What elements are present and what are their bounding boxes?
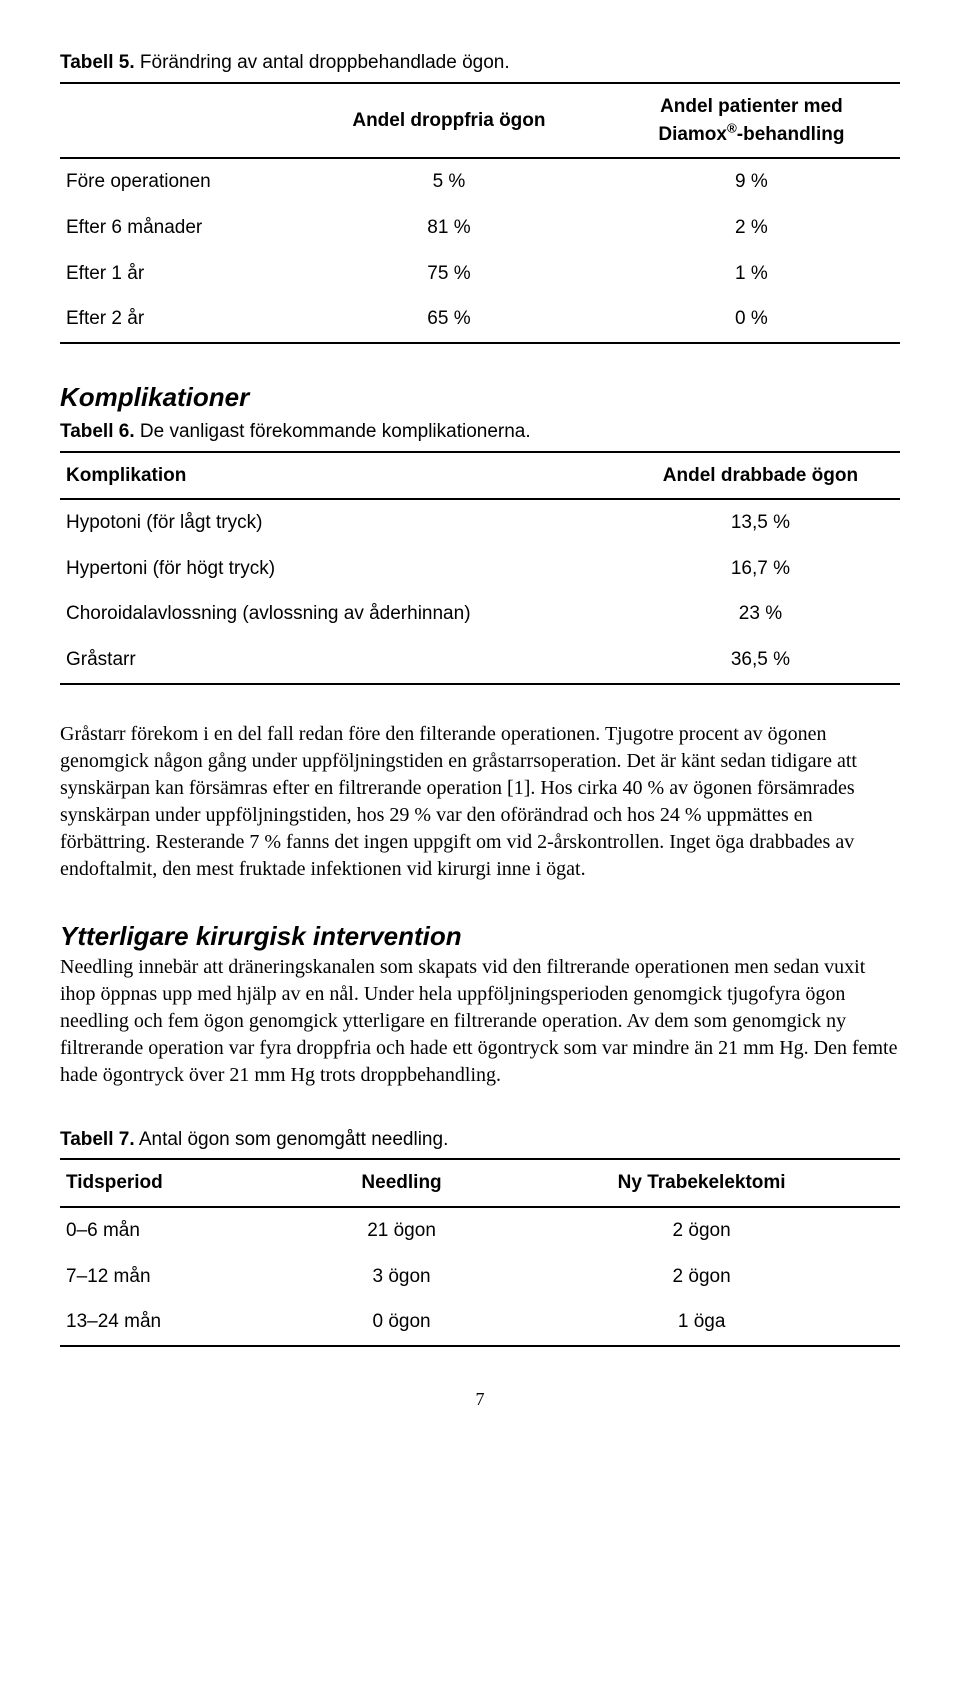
cell: Hypotoni (för lågt tryck) (60, 499, 621, 546)
cell: Efter 6 månader (60, 205, 295, 251)
table-row: 7–12 mån 3 ögon 2 ögon (60, 1254, 900, 1300)
paragraph-grastarr: Gråstarr förekom i en del fall redan för… (60, 721, 900, 883)
table-row: Före operationen 5 % 9 % (60, 158, 900, 205)
table7-caption-rest: Antal ögon som genomgått needling. (135, 1129, 449, 1150)
cell: 3 ögon (300, 1254, 503, 1300)
table7: Tidsperiod Needling Ny Trabekelektomi 0–… (60, 1158, 900, 1347)
table6-caption-rest: De vanligast förekommande komplikationer… (135, 421, 531, 442)
cell: 13,5 % (621, 499, 900, 546)
page-number: 7 (60, 1387, 900, 1411)
table-row: Efter 2 år 65 % 0 % (60, 296, 900, 343)
table6: Komplikation Andel drabbade ögon Hypoton… (60, 451, 900, 685)
table7-caption: Tabell 7. Antal ögon som genomgått needl… (60, 1127, 900, 1153)
cell: 13–24 mån (60, 1299, 300, 1346)
cell: 21 ögon (300, 1207, 503, 1254)
table5-caption: Tabell 5. Förändring av antal droppbehan… (60, 50, 900, 76)
cell: 0 % (603, 296, 900, 343)
table-row: 13–24 mån 0 ögon 1 öga (60, 1299, 900, 1346)
cell: 23 % (621, 591, 900, 637)
table7-h1: Needling (361, 1172, 441, 1193)
cell: 81 % (295, 205, 603, 251)
table7-h2: Ny Trabekelektomi (618, 1172, 786, 1193)
paragraph-needling: Needling innebär att dräneringskanalen s… (60, 954, 900, 1089)
table-row: Choroidalavlossning (avlossning av åderh… (60, 591, 900, 637)
cell: Choroidalavlossning (avlossning av åderh… (60, 591, 621, 637)
cell: Gråstarr (60, 637, 621, 684)
table5-h2b: Diamox®-behandling (658, 124, 844, 145)
table7-caption-bold: Tabell 7. (60, 1129, 135, 1150)
cell: 75 % (295, 251, 603, 297)
cell: 0 ögon (300, 1299, 503, 1346)
table5-h2a: Andel patienter med (660, 96, 843, 117)
table-row: 0–6 mån 21 ögon 2 ögon (60, 1207, 900, 1254)
cell: 1 öga (503, 1299, 900, 1346)
cell: Hypertoni (för högt tryck) (60, 546, 621, 592)
cell: 65 % (295, 296, 603, 343)
table-row: Hypertoni (för högt tryck) 16,7 % (60, 546, 900, 592)
table5-h1: Andel droppfria ögon (352, 110, 545, 131)
table5-caption-rest: Förändring av antal droppbehandlade ögon… (135, 52, 510, 73)
cell: 2 ögon (503, 1207, 900, 1254)
table-row: Gråstarr 36,5 % (60, 637, 900, 684)
table6-h1: Andel drabbade ögon (663, 465, 858, 486)
table6-caption: Tabell 6. De vanligast förekommande komp… (60, 419, 900, 445)
table-row: Efter 1 år 75 % 1 % (60, 251, 900, 297)
section-komplikationer-heading: Komplikationer (60, 380, 900, 415)
cell: 9 % (603, 158, 900, 205)
cell: Före operationen (60, 158, 295, 205)
table5-caption-bold: Tabell 5. (60, 52, 135, 73)
cell: 36,5 % (621, 637, 900, 684)
cell: Efter 2 år (60, 296, 295, 343)
table6-caption-bold: Tabell 6. (60, 421, 135, 442)
table5-h0 (60, 83, 295, 159)
table7-h0: Tidsperiod (66, 1172, 163, 1193)
cell: 5 % (295, 158, 603, 205)
table-row: Hypotoni (för lågt tryck) 13,5 % (60, 499, 900, 546)
section-intervention-heading: Ytterligare kirurgisk intervention (60, 919, 900, 954)
cell: 2 ögon (503, 1254, 900, 1300)
cell: 0–6 mån (60, 1207, 300, 1254)
cell: 7–12 mån (60, 1254, 300, 1300)
table-row: Efter 6 månader 81 % 2 % (60, 205, 900, 251)
cell: 1 % (603, 251, 900, 297)
table5: Andel droppfria ögon Andel patienter med… (60, 82, 900, 344)
cell: 16,7 % (621, 546, 900, 592)
cell: 2 % (603, 205, 900, 251)
cell: Efter 1 år (60, 251, 295, 297)
table6-h0: Komplikation (66, 465, 186, 486)
